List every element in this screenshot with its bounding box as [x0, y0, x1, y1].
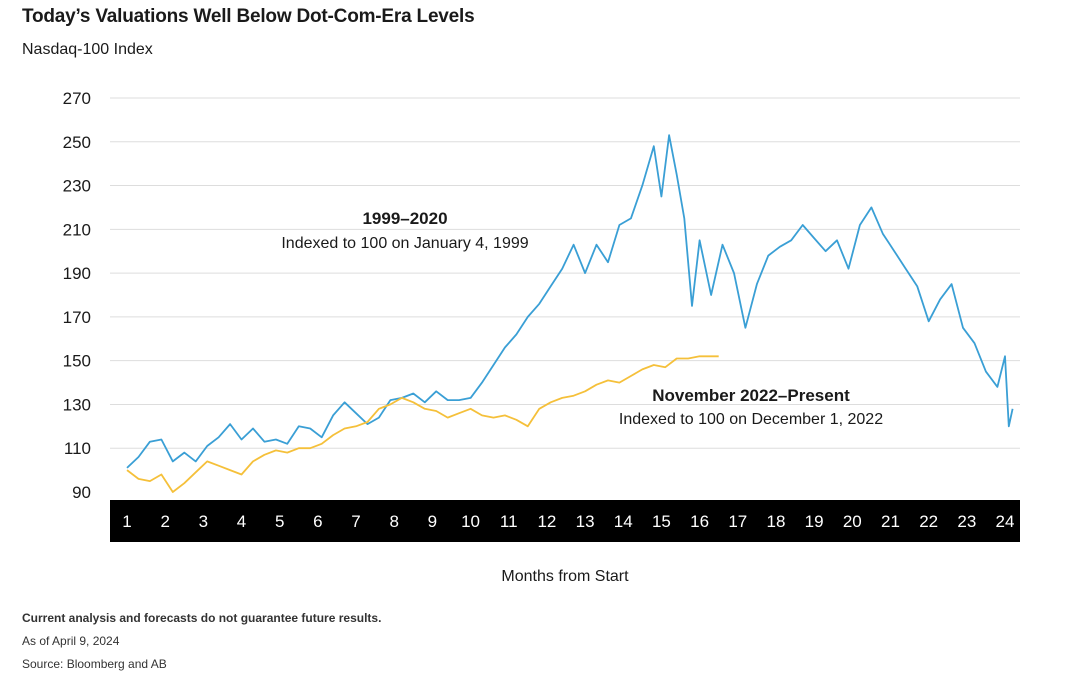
x-tick-label-22: 22 [919, 512, 938, 531]
x-tick-label-20: 20 [843, 512, 862, 531]
x-tick-label-8: 8 [389, 512, 398, 531]
as-of-date: As of April 9, 2024 [22, 634, 120, 648]
x-axis-label: Months from Start [501, 568, 629, 585]
x-tick-label-7: 7 [351, 512, 360, 531]
y-tick-labels: 90 110 130 150 170 190 210 230 250 270 [63, 89, 91, 502]
series-lines [126, 134, 1014, 493]
y-tick-label-270: 270 [63, 89, 91, 108]
x-tick-label-19: 19 [805, 512, 824, 531]
x-tick-label-16: 16 [690, 512, 709, 531]
source-text: Source: Bloomberg and AB [22, 657, 167, 671]
x-tick-label-18: 18 [766, 512, 785, 531]
x-tick-label-9: 9 [428, 512, 437, 531]
x-tick-label-12: 12 [537, 512, 556, 531]
annotation-2022-text: Indexed to 100 on December 1, 2022 [619, 411, 883, 428]
x-axis-band [110, 500, 1020, 542]
chart-subtitle: Nasdaq-100 Index [22, 41, 153, 58]
y-tick-label-90: 90 [72, 483, 91, 502]
x-tick-labels: 1 2 3 4 5 6 7 8 9 10 11 12 13 14 15 16 17 18 19 20 21 22 23 24 [122, 512, 1014, 531]
x-tick-label-14: 14 [614, 512, 633, 531]
annotation-2022-title: November 2022–Present [652, 386, 850, 405]
gridlines [110, 97, 1020, 449]
x-tick-label-23: 23 [957, 512, 976, 531]
y-tick-label-230: 230 [63, 177, 91, 196]
x-tick-label-21: 21 [881, 512, 900, 531]
x-tick-label-1: 1 [122, 512, 131, 531]
x-tick-label-5: 5 [275, 512, 284, 531]
x-tick-label-2: 2 [160, 512, 169, 531]
annotation-1999-title: 1999–2020 [362, 209, 447, 228]
y-tick-label-150: 150 [63, 352, 91, 371]
annotation-1999-text: Indexed to 100 on January 4, 1999 [281, 235, 528, 252]
y-tick-label-250: 250 [63, 133, 91, 152]
chart-title: Today’s Valuations Well Below Dot-Com-Er… [22, 6, 475, 27]
x-tick-label-3: 3 [199, 512, 208, 531]
disclaimer-text: Current analysis and forecasts do not gu… [22, 611, 382, 625]
y-tick-label-190: 190 [63, 264, 91, 283]
x-tick-label-13: 13 [576, 512, 595, 531]
x-tick-label-4: 4 [237, 512, 246, 531]
series-annotations: 1999–2020 Indexed to 100 on January 4, 1… [281, 209, 883, 428]
x-tick-label-11: 11 [500, 512, 518, 531]
y-tick-label-110: 110 [64, 439, 91, 458]
y-tick-label-210: 210 [63, 220, 91, 239]
y-tick-label-130: 130 [63, 395, 91, 414]
x-tick-label-6: 6 [313, 512, 322, 531]
y-tick-label-170: 170 [63, 308, 91, 327]
x-tick-label-17: 17 [728, 512, 747, 531]
x-tick-label-15: 15 [652, 512, 671, 531]
x-tick-label-24: 24 [996, 512, 1015, 531]
series-line-1999-2020 [126, 134, 1014, 469]
series-line-2022-present [126, 355, 719, 493]
x-tick-label-10: 10 [461, 512, 480, 531]
